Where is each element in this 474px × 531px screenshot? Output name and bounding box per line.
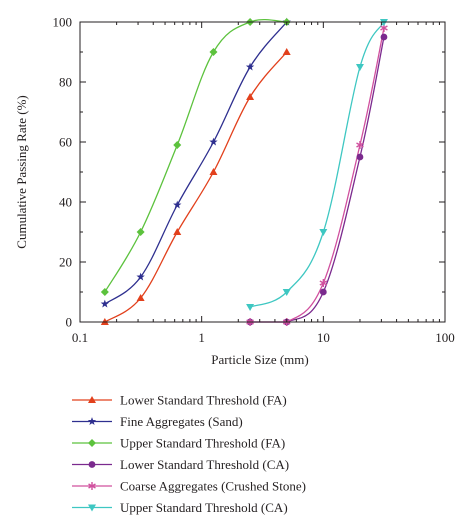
legend-marker (87, 417, 97, 426)
legend-label: Fine Aggregates (Sand) (120, 414, 243, 429)
data-point-1-0 (100, 299, 110, 308)
legend-item-2: Upper Standard Threshold (FA) (72, 436, 285, 451)
x-tick-label: 100 (435, 330, 455, 345)
legend-marker (88, 461, 96, 468)
series-curve-2 (104, 18, 287, 293)
legend-label: Upper Standard Threshold (CA) (120, 500, 288, 515)
legend-label: Coarse Aggregates (Crushed Stone) (120, 479, 306, 494)
x-tick-label: 0.1 (72, 330, 88, 345)
y-tick-label: 40 (59, 195, 72, 210)
y-tick-label: 20 (59, 255, 72, 270)
legend-label: Lower Standard Threshold (CA) (120, 457, 289, 472)
data-point-0-3 (209, 168, 218, 175)
legend-marker (88, 396, 96, 403)
legend-marker (88, 504, 96, 512)
legend-label: Lower Standard Threshold (FA) (120, 393, 287, 408)
data-point-2-3 (209, 48, 218, 56)
legend-marker (88, 482, 96, 490)
data-point-3-3 (356, 153, 364, 161)
data-point-0-2 (173, 228, 182, 235)
legend-item-5: Upper Standard Threshold (CA) (72, 500, 288, 515)
x-tick-label: 1 (198, 330, 205, 345)
data-point-4-2 (319, 279, 328, 287)
data-point-0-5 (282, 48, 291, 55)
series-curve-1 (104, 21, 288, 305)
data-point-2-2 (173, 141, 182, 149)
y-axis-label: Cumulative Passing Rate (%) (14, 95, 29, 248)
data-point-2-0 (100, 288, 109, 296)
series-curve-3 (250, 36, 385, 323)
y-tick-label: 100 (53, 15, 73, 30)
series-curve-5 (249, 21, 385, 308)
data-point-3-2 (319, 288, 327, 296)
legend-item-4: Coarse Aggregates (Crushed Stone) (72, 479, 306, 494)
data-point-5-2 (319, 229, 328, 236)
data-point-1-3 (209, 137, 218, 146)
data-point-4-3 (356, 141, 364, 149)
data-point-0-4 (246, 93, 255, 100)
curves-layer (104, 18, 385, 323)
plot-frame (79, 21, 446, 323)
y-tick-label: 60 (59, 135, 72, 150)
legend-label: Upper Standard Threshold (FA) (120, 436, 285, 451)
data-point-0-1 (136, 294, 145, 301)
data-point-5-1 (282, 289, 291, 296)
x-axis-label: Particle Size (mm) (211, 352, 308, 367)
axes-layer: 0.1 1 10 100 0 20 40 60 80 100 (53, 15, 455, 346)
data-point-5-3 (355, 64, 364, 71)
data-point-1-4 (245, 62, 255, 71)
legend-marker (88, 439, 96, 447)
y-tick-label: 0 (66, 315, 73, 330)
markers-layer (100, 17, 388, 326)
labels-layer: Particle Size (mm) Cumulative Passing Ra… (14, 95, 309, 367)
y-tick-label: 80 (59, 75, 72, 90)
data-point-5-0 (246, 304, 255, 311)
legend-item-0: Lower Standard Threshold (FA) (72, 393, 287, 408)
legend-item-1: Fine Aggregates (Sand) (72, 414, 243, 429)
x-tick-label: 10 (317, 330, 330, 345)
data-point-3-4 (380, 33, 388, 41)
data-point-2-1 (136, 228, 145, 236)
series-curve-4 (250, 27, 385, 323)
legend-item-3: Lower Standard Threshold (CA) (72, 457, 289, 472)
data-point-1-2 (173, 200, 182, 209)
data-point-1-1 (136, 272, 145, 281)
legend: Lower Standard Threshold (FA) Fine Aggreg… (72, 393, 306, 515)
